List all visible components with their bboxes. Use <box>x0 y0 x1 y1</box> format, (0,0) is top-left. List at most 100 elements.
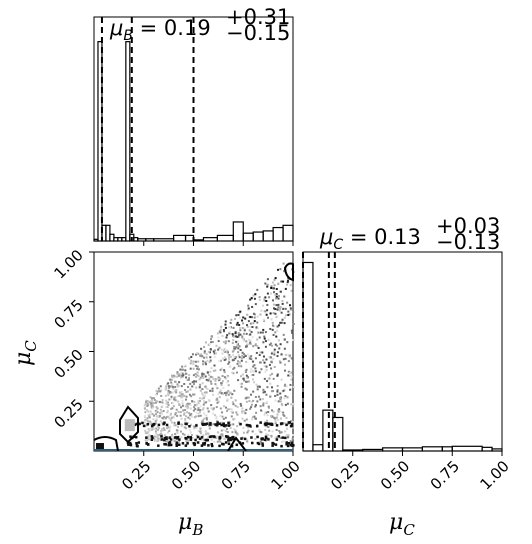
hist-mu-b-bar <box>216 234 234 242</box>
sample-point <box>242 431 245 434</box>
sample-point <box>235 371 238 374</box>
sample-point <box>284 395 287 398</box>
sample-point <box>274 421 277 424</box>
sample-point <box>220 421 223 424</box>
sample-point <box>147 401 150 404</box>
sample-point <box>217 379 220 382</box>
sample-point <box>243 332 246 335</box>
hist-mu-b-bar <box>145 238 155 242</box>
sample-point <box>232 423 235 426</box>
sample-point <box>221 334 224 337</box>
sample-point <box>189 438 193 441</box>
sample-point <box>180 423 183 426</box>
sample-point <box>282 411 285 414</box>
sample-point <box>148 413 151 416</box>
sample-point <box>275 295 278 298</box>
sample-point <box>241 417 244 420</box>
sample-point <box>231 371 234 374</box>
sample-point <box>244 397 247 400</box>
sample-point <box>232 345 235 348</box>
joint-scatter-points <box>94 262 295 452</box>
joint-contours <box>93 262 294 452</box>
sample-point <box>189 407 192 410</box>
sample-point <box>245 423 249 427</box>
sample-point <box>163 434 166 437</box>
sample-point <box>289 388 292 391</box>
sample-point <box>169 438 173 441</box>
sample-point <box>224 358 227 361</box>
sample-point <box>168 436 171 439</box>
sample-point <box>245 368 248 371</box>
sample-point <box>154 422 157 425</box>
sample-point <box>254 293 257 296</box>
sample-point <box>283 384 286 387</box>
sample-point <box>213 414 216 417</box>
sample-point <box>161 417 164 420</box>
sample-point <box>278 309 281 312</box>
sample-point <box>168 398 171 401</box>
sample-point <box>290 422 294 426</box>
sample-point <box>189 362 192 365</box>
sample-point <box>177 395 180 398</box>
sample-point <box>195 426 198 429</box>
sample-point <box>155 432 158 435</box>
sample-point <box>162 427 165 430</box>
sample-point <box>238 361 241 364</box>
sample-point <box>291 444 294 447</box>
sample-point <box>271 444 274 447</box>
sample-point <box>264 331 267 334</box>
sample-point <box>146 422 150 426</box>
sample-point <box>219 414 222 417</box>
sample-point <box>251 305 254 308</box>
sample-point <box>208 361 211 364</box>
sample-point <box>289 284 292 287</box>
sample-point <box>200 347 203 350</box>
sample-point <box>195 364 198 367</box>
sample-point <box>277 294 280 297</box>
sample-point <box>270 344 273 347</box>
sample-point <box>243 329 246 332</box>
sample-point <box>209 370 212 373</box>
sample-point <box>257 331 260 334</box>
sample-point <box>254 433 257 436</box>
sample-point <box>231 359 234 362</box>
sample-point <box>217 340 220 343</box>
sample-point <box>187 402 190 405</box>
sample-point <box>254 344 257 347</box>
sample-point <box>206 371 209 374</box>
sample-point <box>207 374 210 377</box>
sample-point <box>165 436 168 439</box>
sample-point <box>262 318 265 321</box>
sample-point <box>183 412 186 415</box>
sample-point <box>145 441 148 445</box>
sample-point <box>228 361 231 364</box>
sample-point <box>146 432 149 435</box>
sample-point <box>227 439 230 442</box>
sample-point <box>212 412 215 415</box>
hist-mu-c-title-upper: +0.03 <box>436 214 500 238</box>
sample-point <box>206 407 209 410</box>
sample-point <box>202 363 205 366</box>
sample-point <box>161 398 164 401</box>
sample-point <box>192 393 195 396</box>
sample-point <box>205 386 208 389</box>
sample-point <box>232 437 236 441</box>
sample-point <box>237 365 240 368</box>
sample-point <box>225 340 228 343</box>
sample-point <box>159 412 162 415</box>
sample-point <box>200 436 204 439</box>
sample-point <box>219 388 222 391</box>
sample-point <box>253 415 256 418</box>
sample-point <box>283 422 286 425</box>
joint-xlabel: μB <box>178 510 203 539</box>
hist-mu-c-bar <box>491 448 503 452</box>
sample-point <box>144 432 147 435</box>
sample-point <box>282 333 285 336</box>
sample-point <box>219 440 222 443</box>
sample-point <box>273 325 276 328</box>
sample-point <box>263 299 266 302</box>
sample-point <box>153 435 156 438</box>
sample-point <box>181 375 184 378</box>
sample-point <box>283 316 286 319</box>
sample-point <box>226 431 229 434</box>
